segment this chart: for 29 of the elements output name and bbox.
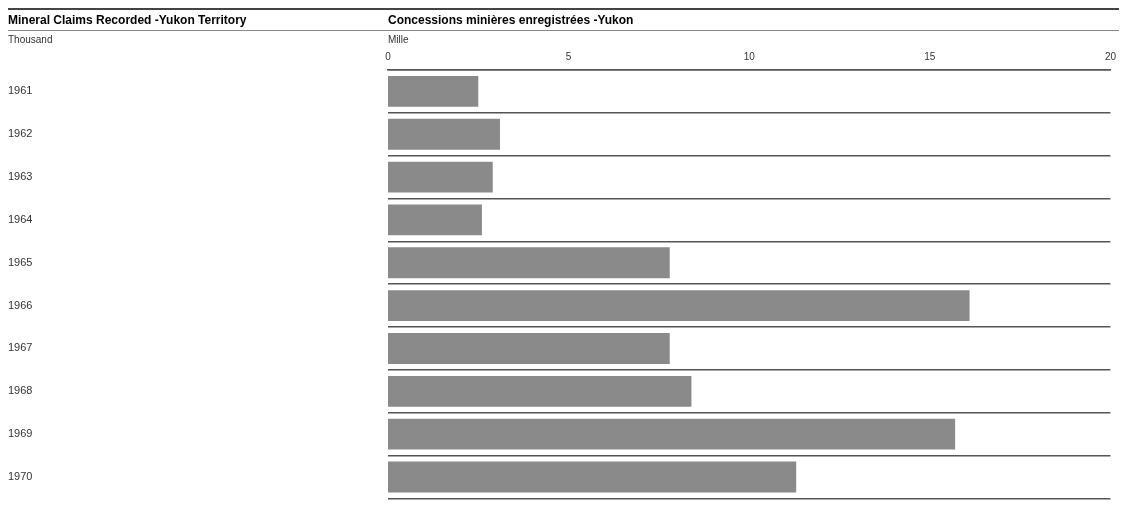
y-tick-label: 1964 [8,212,33,225]
text: Mineral Claims Recorded -Yukon Territory [8,13,248,27]
y-tick-label: 1967 [8,341,33,354]
chart-subtitle: Concessions minières enregistrées -Yukon [388,13,634,27]
y-tick-label: 1970 [8,470,33,483]
x2-tick-label: 0 [385,50,392,62]
bar [388,461,797,493]
y-tick-label: 1969 [8,427,33,440]
bar [388,161,493,193]
y-tick-label: 1965 [8,255,33,268]
bar [388,290,970,322]
y-tick-label: 1962 [8,127,33,140]
bar [388,333,670,364]
y-tick-label: 1968 [8,384,33,397]
bar [388,76,479,107]
x2-tick-label: 10 [743,50,756,62]
y-tick-label: 1963 [8,170,33,183]
text: Mille [388,34,409,47]
y-tick-label: 1961 [8,84,33,97]
x2-tick-label: 20 [1104,50,1117,62]
x2-tick-label: 5 [565,50,572,62]
x2-tick-label: 15 [924,50,936,62]
bar [388,204,482,236]
bar [388,418,956,450]
bar [388,247,670,279]
bar [388,118,500,150]
text: Thousand [8,34,54,47]
y-tick-label: 1966 [8,298,33,311]
bar [388,375,692,407]
